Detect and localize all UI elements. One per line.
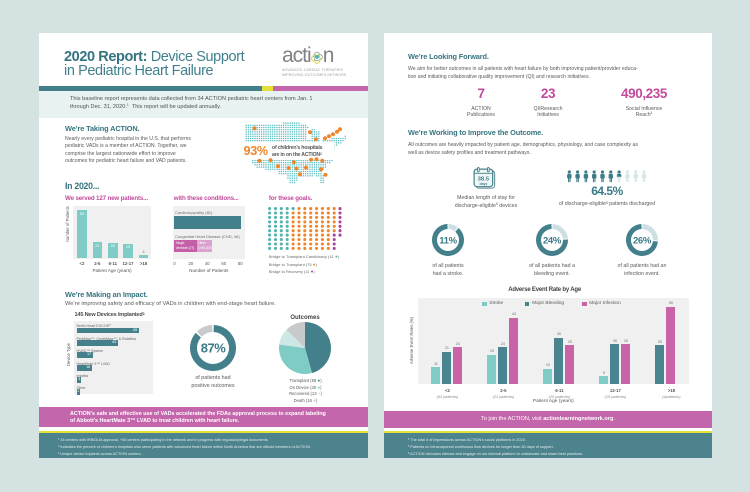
svg-text:24%: 24% xyxy=(543,235,562,246)
svg-text:26%: 26% xyxy=(633,235,652,246)
svg-text:87%: 87% xyxy=(201,341,226,356)
svg-text:days: days xyxy=(480,182,488,186)
svg-text:11%: 11% xyxy=(439,235,457,246)
svg-text:38.5: 38.5 xyxy=(478,176,490,182)
